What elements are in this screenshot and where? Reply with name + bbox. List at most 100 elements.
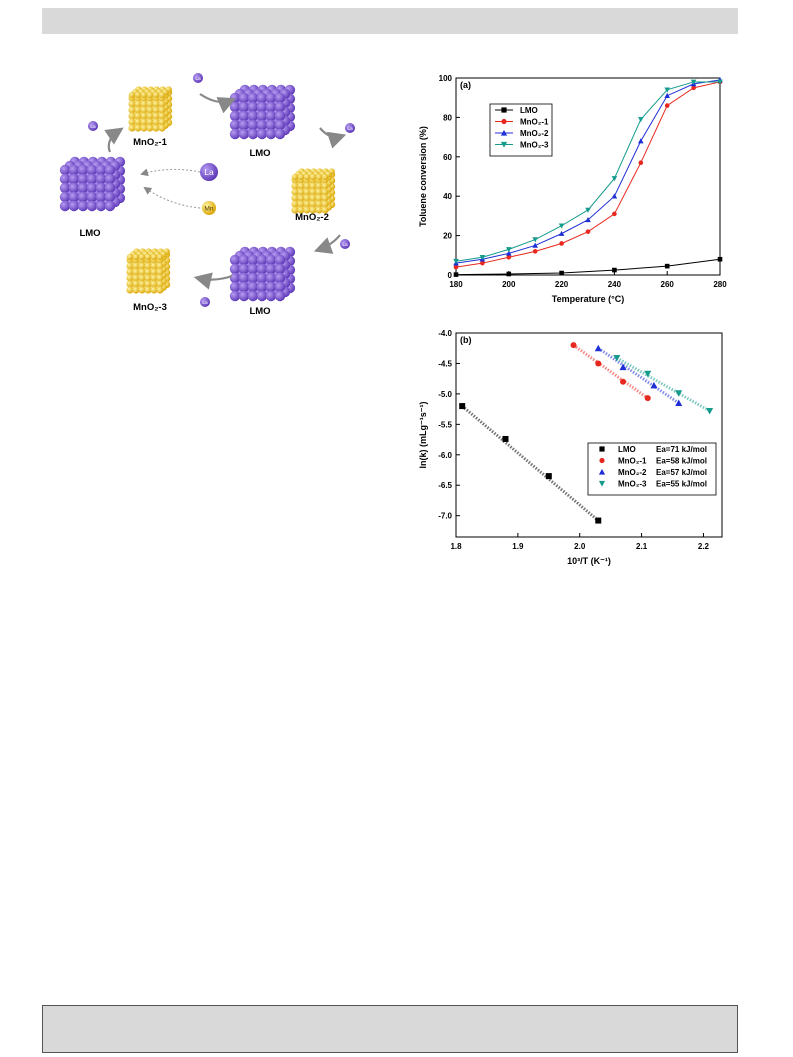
data-point (611, 193, 618, 199)
data-point (558, 230, 565, 236)
crystal-lmo-left (59, 156, 126, 212)
x-tick-label: 280 (713, 280, 727, 289)
legend-label: MnO₂-3 (618, 480, 647, 489)
synthesis-scheme: MnO₂-1 LMO MnO₂-2 LMO MnO₂-3 LMO La La La La La La M… (59, 73, 355, 317)
ion-label-3: La (342, 242, 348, 248)
x-tick-label: 180 (449, 280, 463, 289)
y-tick-label: -7.0 (438, 512, 452, 521)
data-point (506, 271, 512, 277)
y-tick-label: 60 (443, 153, 452, 162)
crystal-mno2-2 (291, 168, 336, 214)
legend-label: LMO (618, 445, 636, 454)
arrow-2 (313, 234, 341, 254)
data-point (638, 138, 644, 144)
legend-ea: Ea=58 kJ/mol (656, 457, 707, 466)
series-3 (453, 79, 723, 265)
legend-label: LMO (520, 106, 538, 115)
x-tick-label: 2.0 (574, 542, 586, 551)
x-tick-label: 2.1 (636, 542, 648, 551)
data-point (459, 403, 466, 410)
data-point (502, 435, 509, 442)
arrow-3 (193, 272, 233, 290)
chart-toluene-conversion: 180 200 220 240 260 280 0 20 40 60 80 100 Temperatur… (418, 74, 727, 304)
legend-marker (500, 141, 508, 148)
la-ion-4 (200, 297, 210, 307)
data-point (532, 237, 538, 243)
data-point (559, 241, 564, 246)
la-ion-2 (345, 123, 355, 133)
arrow-4 (104, 127, 124, 153)
x-axis-label: Temperature (°C) (552, 294, 624, 304)
data-point (585, 217, 591, 223)
legend-ea: Ea=71 kJ/mol (656, 445, 707, 454)
data-point (506, 254, 512, 260)
x-tick-label: 220 (555, 280, 569, 289)
data-point (664, 263, 670, 269)
x-tick-label: 1.8 (450, 542, 462, 551)
legend-marker (599, 446, 605, 452)
data-point (706, 407, 714, 415)
legend-ea: Ea=55 kJ/mol (656, 480, 707, 489)
y-tick-label: -4.0 (438, 329, 452, 338)
series-2 (594, 344, 683, 407)
ion-label-4: La (202, 300, 208, 306)
data-point (664, 92, 670, 99)
data-point (644, 395, 651, 402)
data-point (453, 258, 459, 265)
header-bar (42, 8, 738, 34)
legend: LMO Ea=71 kJ/mol MnO₂-1 Ea=58 kJ/mol MnO₂-2 E… (587, 442, 717, 496)
data-point (595, 517, 602, 524)
fit-line (572, 343, 649, 400)
label-mno2-2: MnO₂-2 (295, 212, 329, 223)
series-line (455, 258, 721, 276)
y-tick-label: -5.5 (438, 420, 452, 429)
data-point (675, 399, 683, 407)
legend-marker (598, 480, 606, 487)
data-point (570, 342, 577, 349)
legend-box (587, 442, 717, 496)
chart-arrhenius: 1.8 1.9 2.0 2.1 2.2 -4.0 -4.5 -5.0 -5.5 -6.0 -6.5 -… (418, 329, 723, 566)
legend-label: MnO₂-2 (618, 468, 647, 477)
x-tick-label: 240 (608, 280, 622, 289)
legend-marker (501, 107, 507, 113)
label-lmo-top: LMO (249, 148, 270, 159)
data-point (479, 254, 486, 261)
y-tick-label: 80 (443, 113, 452, 122)
data-point (690, 79, 697, 85)
series-3 (613, 354, 714, 415)
legend-marker (598, 468, 606, 475)
crystal-lmo-bottom (229, 246, 296, 302)
footer-bar (42, 1005, 738, 1053)
data-point (619, 363, 627, 371)
ion-label-5: La (204, 167, 214, 177)
data-point (638, 117, 644, 123)
data-point (559, 270, 564, 276)
data-point (613, 354, 621, 362)
data-point (558, 223, 565, 229)
series-0 (459, 403, 602, 524)
crystal-lmo-top (229, 84, 296, 140)
data-point (506, 247, 512, 253)
x-tick-label: 1.9 (512, 542, 524, 551)
data-point (717, 256, 723, 262)
data-point (453, 272, 459, 277)
x-tick-label: 2.2 (698, 542, 710, 551)
data-point (691, 85, 696, 91)
label-mno2-3: MnO₂-3 (133, 302, 167, 313)
data-point (611, 176, 618, 182)
arrow-0 (199, 93, 237, 114)
data-point (620, 378, 627, 385)
y-axis-label: ln(k) (mLg⁻¹s⁻¹) (418, 402, 428, 469)
series-1 (453, 79, 723, 270)
legend: LMO MnO₂-1 MnO₂-2 MnO₂-3 (489, 103, 553, 157)
data-point (532, 249, 538, 254)
data-point (545, 473, 552, 480)
plot-frame (455, 332, 723, 538)
label-mno2-1-top: MnO₂-1 (133, 137, 167, 148)
data-point (717, 79, 723, 85)
x-axis-label: 10³/T (K⁻¹) (567, 556, 611, 566)
arrow-1 (319, 127, 347, 149)
data-point (612, 211, 617, 217)
ion-label-6: Mn (204, 205, 213, 212)
legend-label: MnO₂-2 (520, 129, 549, 138)
